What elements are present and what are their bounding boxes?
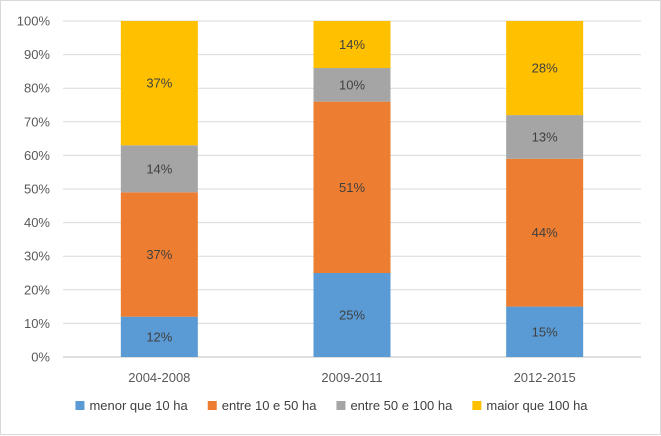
data-label: 15% bbox=[532, 324, 558, 339]
legend-item: maior que 100 ha bbox=[472, 398, 588, 413]
bar-segment bbox=[313, 68, 391, 102]
bar-segment bbox=[506, 306, 584, 357]
bars bbox=[120, 21, 584, 357]
y-tick-label: 100% bbox=[17, 14, 51, 29]
data-label: 10% bbox=[339, 77, 365, 92]
y-axis-ticks: 0% 10% 20% 30% 40% 50% 60% 70% 80% 90% 100% bbox=[17, 14, 51, 365]
y-tick-label: 40% bbox=[24, 215, 50, 230]
legend-swatch bbox=[207, 401, 217, 410]
data-label: 13% bbox=[532, 129, 558, 144]
data-label: 14% bbox=[146, 161, 172, 176]
bar-segment bbox=[506, 21, 584, 116]
legend-item: entre 10 e 50 ha bbox=[207, 398, 317, 413]
bar-segment bbox=[120, 21, 198, 146]
y-tick-label: 70% bbox=[24, 114, 50, 129]
data-labels: 12% 37% 14% 37% 25% 51% 10% 14% 15% 44% 13% 28% bbox=[146, 37, 558, 344]
legend-label: menor que 10 ha bbox=[89, 398, 188, 413]
data-label: 25% bbox=[339, 308, 365, 323]
y-tick-label: 30% bbox=[24, 249, 50, 264]
data-label: 37% bbox=[146, 76, 172, 91]
legend-swatch bbox=[75, 401, 85, 410]
legend: menor que 10 ha entre 10 e 50 ha entre 50 … bbox=[75, 398, 588, 413]
legend-item: entre 50 e 100 ha bbox=[336, 398, 453, 413]
bar-segment bbox=[506, 158, 584, 307]
legend-item: menor que 10 ha bbox=[75, 398, 189, 413]
bar-segment bbox=[120, 316, 198, 357]
data-label: 28% bbox=[532, 61, 558, 76]
legend-label: entre 50 e 100 ha bbox=[350, 398, 453, 413]
y-tick-label: 20% bbox=[24, 282, 50, 297]
y-tick-label: 50% bbox=[24, 182, 50, 197]
y-tick-label: 0% bbox=[31, 350, 50, 365]
bar-segment bbox=[120, 192, 198, 317]
x-tick-label: 2009-2011 bbox=[321, 370, 382, 385]
x-tick-label: 2012-2015 bbox=[514, 370, 576, 385]
data-label: 37% bbox=[146, 247, 172, 262]
y-tick-label: 80% bbox=[24, 81, 50, 96]
bar-segment bbox=[506, 115, 584, 159]
x-tick-label: 2004-2008 bbox=[128, 370, 190, 385]
legend-label: maior que 100 ha bbox=[486, 398, 588, 413]
legend-swatch bbox=[336, 401, 346, 410]
y-tick-label: 60% bbox=[24, 148, 50, 163]
data-label: 44% bbox=[532, 225, 558, 240]
bar-segment bbox=[120, 145, 198, 193]
bar-segment bbox=[313, 21, 391, 69]
data-label: 51% bbox=[339, 180, 365, 195]
y-tick-label: 90% bbox=[24, 47, 50, 62]
data-label: 14% bbox=[339, 37, 365, 52]
legend-label: entre 10 e 50 ha bbox=[222, 398, 317, 413]
bar-segment bbox=[313, 101, 391, 273]
legend-swatch bbox=[472, 401, 482, 410]
bar-segment bbox=[313, 273, 391, 357]
y-tick-label: 10% bbox=[24, 316, 50, 331]
x-axis-ticks: 2004-2008 2009-2011 2012-2015 bbox=[128, 370, 576, 385]
data-label: 12% bbox=[146, 329, 172, 344]
